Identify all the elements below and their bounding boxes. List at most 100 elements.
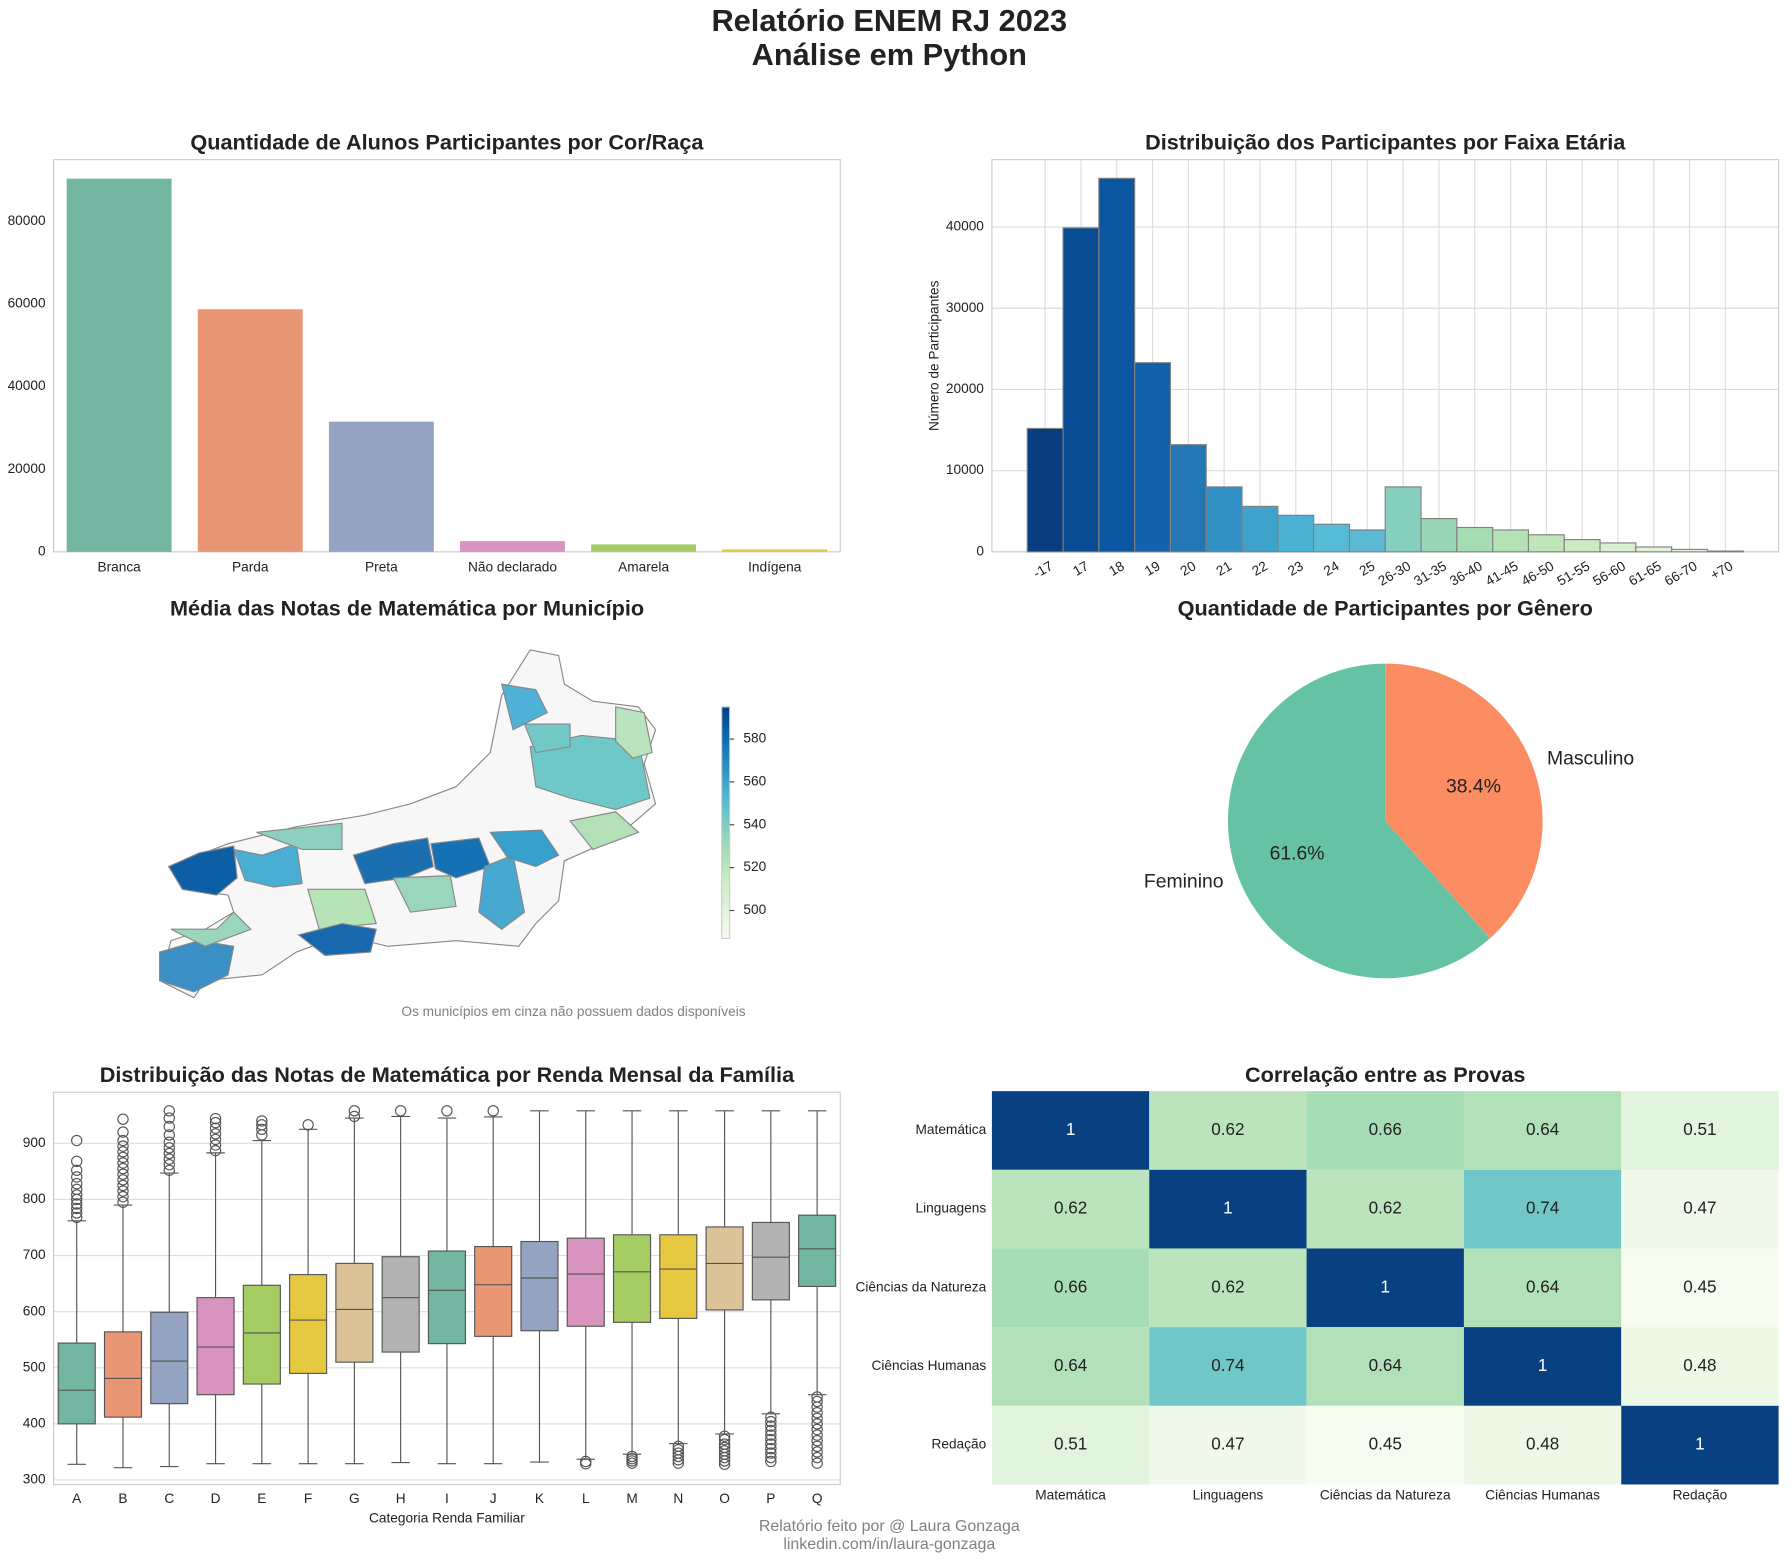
x-tick-label: Amarela xyxy=(618,559,669,574)
column-label: Redação xyxy=(1673,1487,1728,1502)
chart-title: Quantidade de Alunos Participantes por C… xyxy=(190,129,704,154)
whisker-high xyxy=(622,1110,642,1235)
municipality xyxy=(170,911,252,947)
chart-title: Distribuição das Notas de Matemática por… xyxy=(100,1062,795,1087)
heatmap-cell xyxy=(1149,1169,1307,1249)
cell-label: 0.64 xyxy=(1369,1356,1402,1375)
x-tick-label: 66-70 xyxy=(1662,558,1700,589)
outlier xyxy=(441,1105,453,1117)
x-tick-label: Indígena xyxy=(748,559,802,574)
whisker-low xyxy=(576,1326,596,1460)
cell-label: 0.62 xyxy=(1054,1199,1087,1218)
outlier xyxy=(163,1136,175,1148)
box xyxy=(289,1274,328,1374)
heatmap-cell xyxy=(1621,1248,1779,1328)
map xyxy=(158,649,657,999)
outlier xyxy=(117,1113,129,1125)
colorbar-tick-label: 500 xyxy=(743,902,766,917)
municipality xyxy=(529,734,651,811)
x-tick-label: Branca xyxy=(97,559,141,574)
colorbar xyxy=(721,706,731,939)
outlier xyxy=(765,1411,777,1423)
box xyxy=(57,1342,96,1425)
outlier xyxy=(302,1119,314,1131)
page-subtitle: Análise em Python xyxy=(752,37,1027,72)
heatmap-cell xyxy=(1306,1169,1464,1249)
outlier xyxy=(580,1455,592,1468)
outlier xyxy=(117,1174,129,1186)
heatmap-cell xyxy=(1621,1405,1779,1485)
outlier xyxy=(256,1123,268,1136)
x-tick-label: 56-60 xyxy=(1590,558,1628,589)
heatmap-cell xyxy=(1621,1169,1779,1249)
y-tick-label: 20000 xyxy=(946,381,984,396)
row-label: Linguagens xyxy=(916,1201,987,1216)
bar xyxy=(1706,550,1744,553)
pie-slice xyxy=(1385,663,1543,939)
outlier xyxy=(117,1190,129,1203)
outlier xyxy=(348,1105,361,1117)
bar xyxy=(197,309,303,552)
cell-label: 0.64 xyxy=(1054,1356,1087,1375)
whisker-high xyxy=(345,1117,364,1264)
cell-label: 1 xyxy=(1538,1356,1548,1375)
x-tick-label: N xyxy=(673,1491,683,1506)
whisker-high xyxy=(113,1204,133,1332)
x-tick-label: 18 xyxy=(1106,558,1127,579)
pie-value-label: 38.4% xyxy=(1446,775,1501,797)
box xyxy=(381,1256,420,1353)
outlier xyxy=(811,1429,823,1441)
bar xyxy=(1456,526,1494,553)
box xyxy=(150,1311,189,1405)
municipality xyxy=(500,683,549,731)
bar xyxy=(66,178,172,552)
column-label: Ciências Humanas xyxy=(1485,1487,1600,1502)
cell-label: 0.48 xyxy=(1526,1435,1559,1454)
box xyxy=(520,1240,559,1332)
whisker-low xyxy=(761,1299,781,1415)
outlier xyxy=(256,1115,268,1127)
whisker-high xyxy=(483,1116,503,1247)
box xyxy=(103,1331,143,1418)
outlier xyxy=(811,1457,823,1469)
outlier xyxy=(765,1451,777,1464)
y-tick-label: 40000 xyxy=(8,378,46,393)
outlier xyxy=(163,1129,175,1141)
outlier xyxy=(626,1452,638,1465)
outlier xyxy=(71,1202,83,1215)
heatmap-cell xyxy=(1621,1091,1779,1170)
whisker-low xyxy=(160,1403,179,1468)
bar xyxy=(1313,523,1351,553)
x-tick-label: Q xyxy=(812,1491,823,1506)
y-tick-label: 700 xyxy=(23,1247,46,1262)
cell-label: 0.66 xyxy=(1054,1277,1087,1296)
outlier xyxy=(71,1178,83,1190)
municipality xyxy=(232,842,303,888)
bar xyxy=(1384,486,1422,553)
whisker-low xyxy=(252,1384,272,1465)
heatmap-cell xyxy=(1621,1327,1779,1406)
outlier xyxy=(765,1438,777,1450)
municipality xyxy=(307,888,378,930)
y-tick-label: 600 xyxy=(23,1303,46,1318)
heatmap-cell xyxy=(991,1327,1150,1406)
whisker-low xyxy=(807,1286,827,1396)
chart-title: Média das Notas de Matemática por Municí… xyxy=(170,596,644,621)
outlier xyxy=(209,1133,222,1146)
box xyxy=(751,1221,790,1301)
x-tick-label: Parda xyxy=(232,559,269,574)
whisker-high xyxy=(298,1128,318,1275)
box xyxy=(427,1250,467,1345)
box xyxy=(242,1284,281,1385)
x-tick-label: I xyxy=(445,1491,449,1506)
cell-label: 0.64 xyxy=(1526,1277,1559,1296)
x-tick-label: 46-50 xyxy=(1519,558,1557,589)
row-label: Ciências da Natureza xyxy=(855,1279,986,1294)
colorbar-tick-label: 540 xyxy=(743,816,766,831)
bar xyxy=(1062,227,1100,553)
y-tick-label: 500 xyxy=(23,1359,46,1374)
bar xyxy=(1277,514,1315,553)
heatmap-cell xyxy=(991,1405,1150,1485)
whisker-high xyxy=(807,1110,827,1216)
